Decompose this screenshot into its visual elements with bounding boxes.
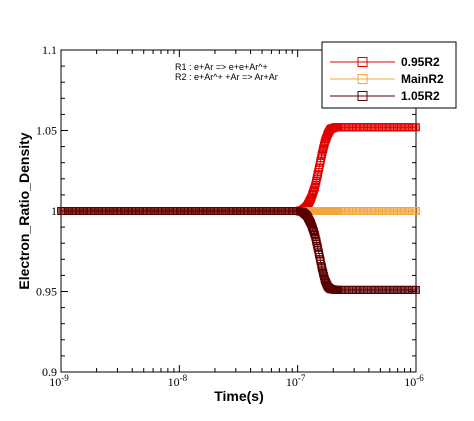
legend-marker — [357, 74, 368, 84]
y-tick-label: 0.9 — [42, 365, 57, 379]
legend-box — [321, 41, 457, 109]
x-tick-base: 10 — [286, 375, 298, 389]
data-point — [309, 225, 317, 234]
legend-items: 0.95R2 MainR2 1.05R2 — [330, 55, 444, 103]
data-point — [311, 235, 320, 244]
x-tick-exponent: -6 — [416, 373, 424, 383]
annotation-r2: R2 : e+Ar^+ +Ar => Ar+Ar — [175, 72, 278, 82]
y-tick-labels: 0.9 0.95 1 1.05 1.1 — [36, 43, 57, 379]
y-axis-title: Electron_Ratio_Density — [16, 132, 32, 289]
data-point — [412, 123, 420, 132]
y-tick-label: 0.95 — [36, 285, 57, 299]
data-point — [311, 233, 320, 242]
series-line — [61, 126, 416, 212]
series-0.95R2 — [57, 123, 420, 215]
x-axis-title: Time(s) — [214, 388, 264, 404]
data-point — [312, 237, 321, 246]
x-tick-exponent: -8 — [180, 373, 188, 383]
data-point — [412, 207, 420, 215]
data-point — [412, 285, 420, 294]
y-tick-label: 1 — [51, 204, 57, 218]
x-tick-base: 10 — [404, 375, 416, 389]
legend-label: 1.05R2 — [401, 89, 440, 103]
legend-marker — [357, 57, 368, 67]
x-tick-labels: 10-9 10-8 10-7 10-6 — [49, 373, 424, 389]
data-point — [312, 239, 321, 248]
legend-marker — [357, 91, 368, 101]
series-layer — [57, 123, 420, 294]
x-tick-label: 10-7 — [286, 373, 306, 389]
y-tick-label: 1.05 — [36, 124, 57, 138]
x-tick-label: 10-9 — [49, 373, 69, 389]
annotation-r1: R1 : e+Ar => e+e+Ar^+ — [175, 62, 268, 72]
x-tick-exponent: -9 — [61, 373, 69, 383]
data-point — [312, 176, 321, 185]
legend: 0.95R2 MainR2 1.05R2 — [321, 41, 457, 109]
x-tick-label: 10-8 — [168, 373, 188, 389]
data-point — [312, 174, 321, 183]
legend-label: MainR2 — [401, 72, 444, 86]
x-tick-base: 10 — [49, 375, 61, 389]
x-tick-exponent: -7 — [298, 373, 306, 383]
data-point — [311, 180, 320, 189]
series-line — [61, 210, 416, 291]
x-tick-base: 10 — [168, 375, 180, 389]
x-tick-label: 10-6 — [404, 373, 424, 389]
series-1.05R2 — [57, 207, 420, 294]
legend-label: 0.95R2 — [401, 55, 440, 69]
data-point — [311, 178, 320, 187]
y-tick-label: 1.1 — [42, 43, 57, 57]
data-point — [309, 188, 317, 197]
